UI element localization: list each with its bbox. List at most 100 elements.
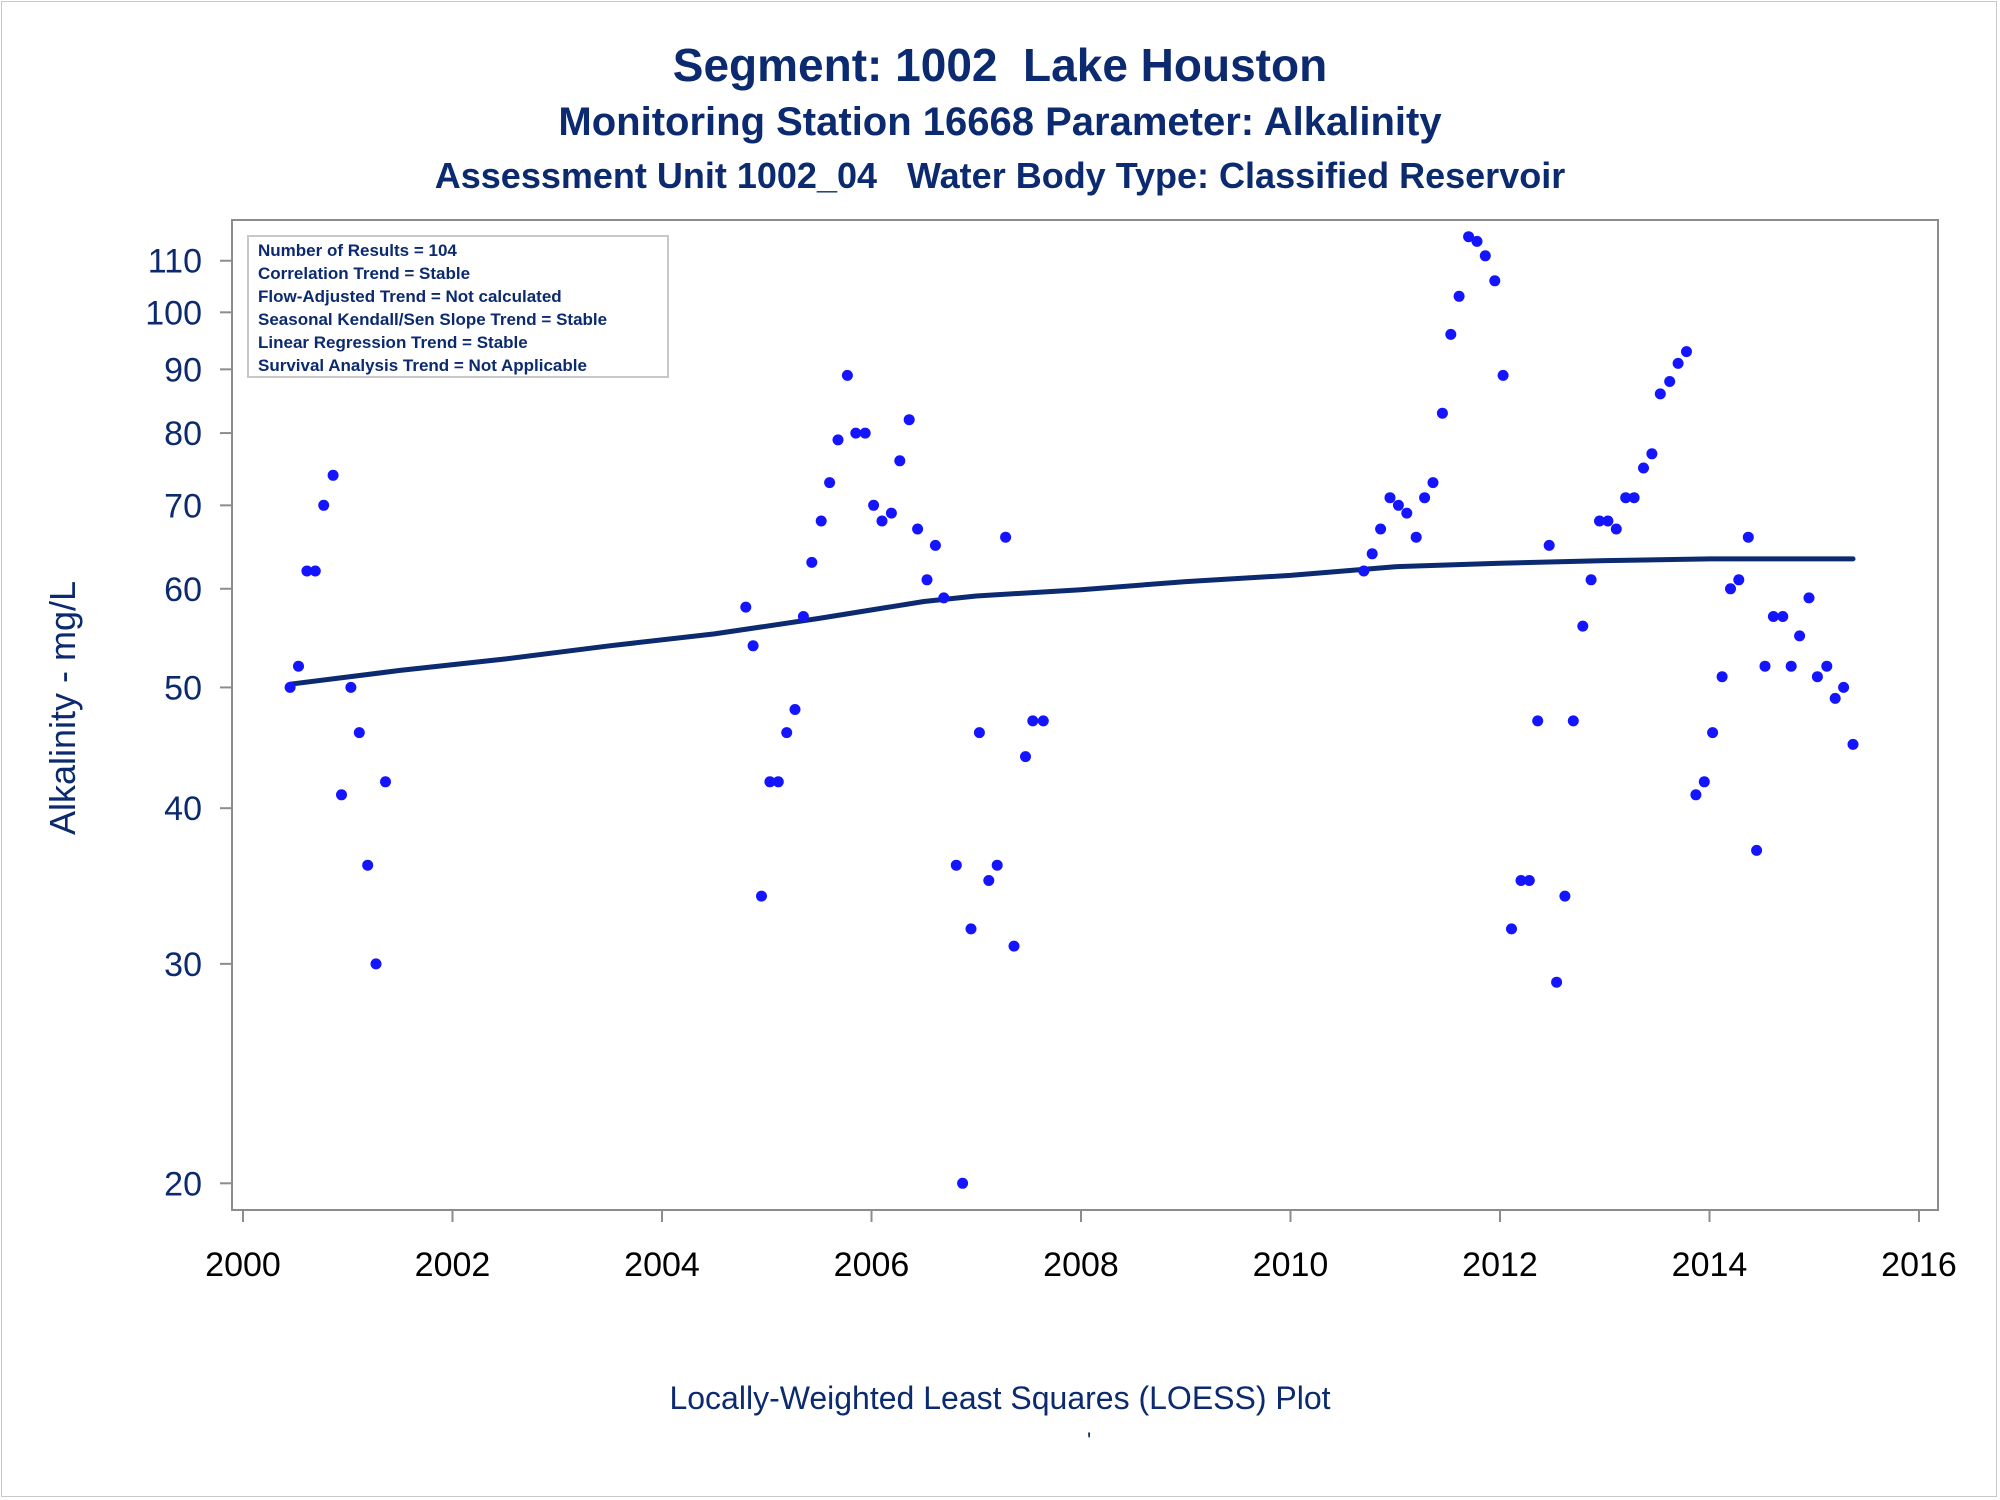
data-point <box>1453 290 1465 302</box>
data-point <box>1829 692 1841 704</box>
data-point <box>1523 875 1535 886</box>
data-point <box>1602 515 1614 527</box>
data-point <box>1427 477 1439 489</box>
data-point <box>1698 776 1710 788</box>
y-tick-label: 110 <box>148 243 202 281</box>
data-point <box>336 789 347 801</box>
data-point <box>1628 492 1640 504</box>
x-tick-label: 2016 <box>1881 1246 1957 1284</box>
stats-box-line: Survival Analysis Trend = Not Applicable <box>258 356 587 375</box>
data-point <box>903 414 915 426</box>
data-point <box>991 859 1003 871</box>
data-point <box>1551 976 1563 988</box>
x-tick-label: 2000 <box>205 1246 281 1284</box>
data-point <box>1847 738 1859 750</box>
data-point <box>1384 492 1396 504</box>
data-point <box>1532 715 1544 727</box>
data-point <box>1506 923 1517 935</box>
x-tick-label: 2002 <box>415 1246 491 1284</box>
data-point <box>1716 671 1728 683</box>
y-axis-label: Alkalinity - mg/L <box>42 581 83 835</box>
data-point <box>764 776 776 788</box>
data-point <box>380 776 391 788</box>
stats-box-line: Seasonal Kendall/Sen Slope Trend = Stabl… <box>258 310 607 329</box>
data-point <box>1020 751 1031 763</box>
data-point <box>1646 448 1658 460</box>
data-point <box>1690 789 1702 801</box>
data-point <box>1785 660 1797 672</box>
points-layer <box>284 231 1859 1189</box>
data-point <box>876 515 888 527</box>
y-tick-label: 60 <box>164 571 202 609</box>
data-point <box>894 455 906 467</box>
x-tick-label: 2010 <box>1253 1246 1329 1284</box>
y-tick-label: 50 <box>164 669 202 707</box>
data-point <box>1471 235 1483 247</box>
data-point <box>1664 376 1676 387</box>
data-point <box>789 704 801 715</box>
data-point <box>1681 346 1692 358</box>
data-point <box>362 859 374 871</box>
data-point <box>1008 940 1020 952</box>
data-point <box>1419 492 1431 504</box>
data-point <box>1742 531 1754 543</box>
data-point <box>885 507 897 519</box>
stats-box-line: Correlation Trend = Stable <box>258 264 470 283</box>
data-point <box>921 574 933 586</box>
data-point <box>938 592 950 604</box>
stats-box: Number of Results = 104 Correlation Trend… <box>247 235 669 378</box>
data-point <box>815 515 827 527</box>
data-point <box>293 660 304 672</box>
y-tick-label: 40 <box>164 790 202 828</box>
data-point <box>841 369 853 381</box>
data-point <box>1479 250 1491 262</box>
x-axis: 2000 2002 2004 2006 2008 2010 2012 2014 2016 <box>205 1209 1957 1284</box>
footnote-mark: ' <box>1087 1428 1092 1453</box>
data-point <box>1027 715 1039 727</box>
data-point <box>1037 715 1049 727</box>
data-point <box>1594 515 1605 527</box>
data-point <box>781 727 793 739</box>
stats-box-border <box>247 235 669 378</box>
data-point <box>772 776 784 788</box>
data-point <box>756 890 767 902</box>
x-tick-label: 2012 <box>1462 1246 1538 1284</box>
chart-subtitle: Monitoring Station 16668 Parameter: Alka… <box>558 100 1442 144</box>
data-point <box>1410 531 1422 543</box>
data-point <box>1515 875 1527 886</box>
y-axis: 20 30 40 50 60 70 80 90 100 110 <box>145 220 233 1210</box>
data-point <box>740 601 752 613</box>
y-tick-label: 100 <box>145 294 202 332</box>
data-point <box>1000 531 1012 543</box>
data-point <box>1751 844 1763 856</box>
data-point <box>1375 523 1387 535</box>
data-point <box>797 611 809 622</box>
data-point <box>973 727 985 739</box>
data-point <box>1707 727 1719 739</box>
data-point <box>929 539 941 551</box>
data-point <box>1610 523 1622 535</box>
chart-title: Segment: 1002 Lake Houston <box>672 39 1328 91</box>
data-point <box>1358 565 1370 577</box>
data-point <box>983 875 995 886</box>
data-point <box>1577 620 1589 632</box>
x-tick-label: 2004 <box>624 1246 700 1284</box>
data-point <box>1392 499 1404 511</box>
y-tick-label: 90 <box>164 351 202 389</box>
data-point <box>1725 583 1736 595</box>
data-point <box>1585 574 1597 586</box>
data-point <box>850 427 862 439</box>
stats-box-line: Linear Regression Trend = Stable <box>258 333 528 352</box>
loess-layer <box>287 556 1856 687</box>
x-tick-label: 2014 <box>1672 1246 1748 1284</box>
data-point <box>370 958 382 970</box>
x-tick-label: 2008 <box>1043 1246 1119 1284</box>
y-tick-label: 30 <box>164 946 202 984</box>
data-point <box>965 923 977 935</box>
data-point <box>1759 660 1771 672</box>
data-point <box>1767 611 1779 622</box>
y-tick-label: 70 <box>164 487 202 525</box>
y-tick-label: 20 <box>164 1165 202 1203</box>
chart-subtitle-2: Assessment Unit 1002_04 Water Body Type:… <box>434 155 1566 196</box>
data-point <box>957 1177 969 1189</box>
